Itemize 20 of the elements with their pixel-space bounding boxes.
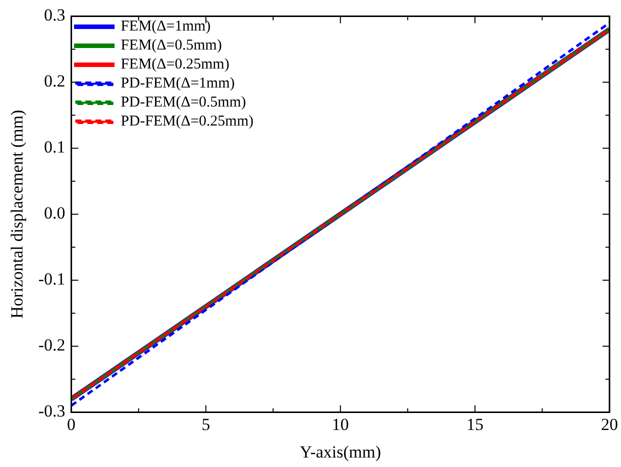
legend-label: FEM(Δ=1mm) xyxy=(120,18,211,35)
y-tick-label: -0.2 xyxy=(38,336,66,355)
y-tick-label: -0.3 xyxy=(38,402,66,421)
y-tick-label: -0.1 xyxy=(38,270,66,289)
y-axis-title: Horizontal displacement (mm) xyxy=(8,110,27,319)
legend-label: PD-FEM(Δ=0.25mm) xyxy=(120,114,254,130)
x-tick-label: 20 xyxy=(601,414,618,434)
x-tick-label: 15 xyxy=(466,414,484,434)
x-tick-label: 5 xyxy=(202,414,210,434)
legend-label: PD-FEM(Δ=1mm) xyxy=(120,76,235,92)
x-tick-label: 0 xyxy=(67,414,76,434)
legend-label: FEM(Δ=0.5mm) xyxy=(120,38,222,54)
legend-label: PD-FEM(Δ=0.5mm) xyxy=(120,94,246,111)
y-tick-label: 0.1 xyxy=(44,138,66,157)
y-tick-label: 0.2 xyxy=(44,72,66,91)
x-tick-label: 10 xyxy=(332,414,349,434)
y-tick-label: 0.0 xyxy=(44,204,66,223)
legend-label: FEM(Δ=0.25mm) xyxy=(120,56,230,73)
x-axis-title: Y-axis(mm) xyxy=(300,442,382,462)
y-tick-label: 0.3 xyxy=(44,6,66,25)
